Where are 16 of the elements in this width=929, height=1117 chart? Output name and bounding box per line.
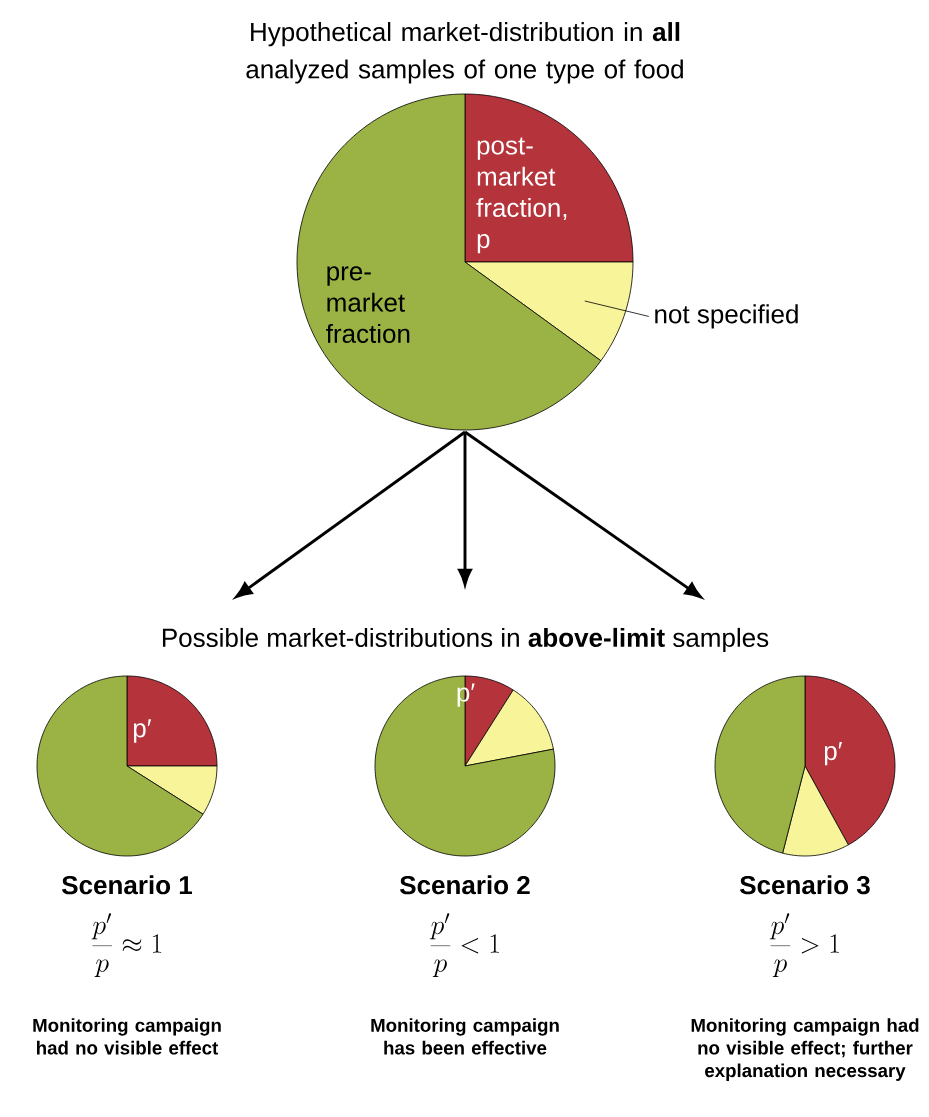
text: Possible market-distributions in above-limit samples xyxy=(162,627,768,653)
text: $\frac{p'}{p}\approx 1$ xyxy=(91,913,161,977)
text: Monitoring campaign had no visible effect xyxy=(33,1018,221,1055)
text: Scenario 3 xyxy=(739,875,870,895)
text: Monitoring campaign had no visible effect; further explanation necessary xyxy=(691,1018,919,1081)
slice-label: post-market fraction, p xyxy=(476,137,566,254)
slice-label: pre-market fraction xyxy=(325,266,410,343)
text: Monitoring campaign has been effective xyxy=(371,1018,559,1055)
text: $\frac{p'}{p}>1$ xyxy=(769,913,839,977)
slice-label: p′ xyxy=(133,719,151,743)
text: $\frac{p'}{p}<1$ xyxy=(429,913,499,977)
slice-label: p′ xyxy=(824,742,842,766)
chart-title: Hypothetical market-distribution in all analyzed samples of one type of food xyxy=(246,22,683,84)
slice-label: not specified xyxy=(655,304,798,329)
text: Scenario 1 xyxy=(61,875,192,895)
text: Scenario 2 xyxy=(399,875,530,895)
